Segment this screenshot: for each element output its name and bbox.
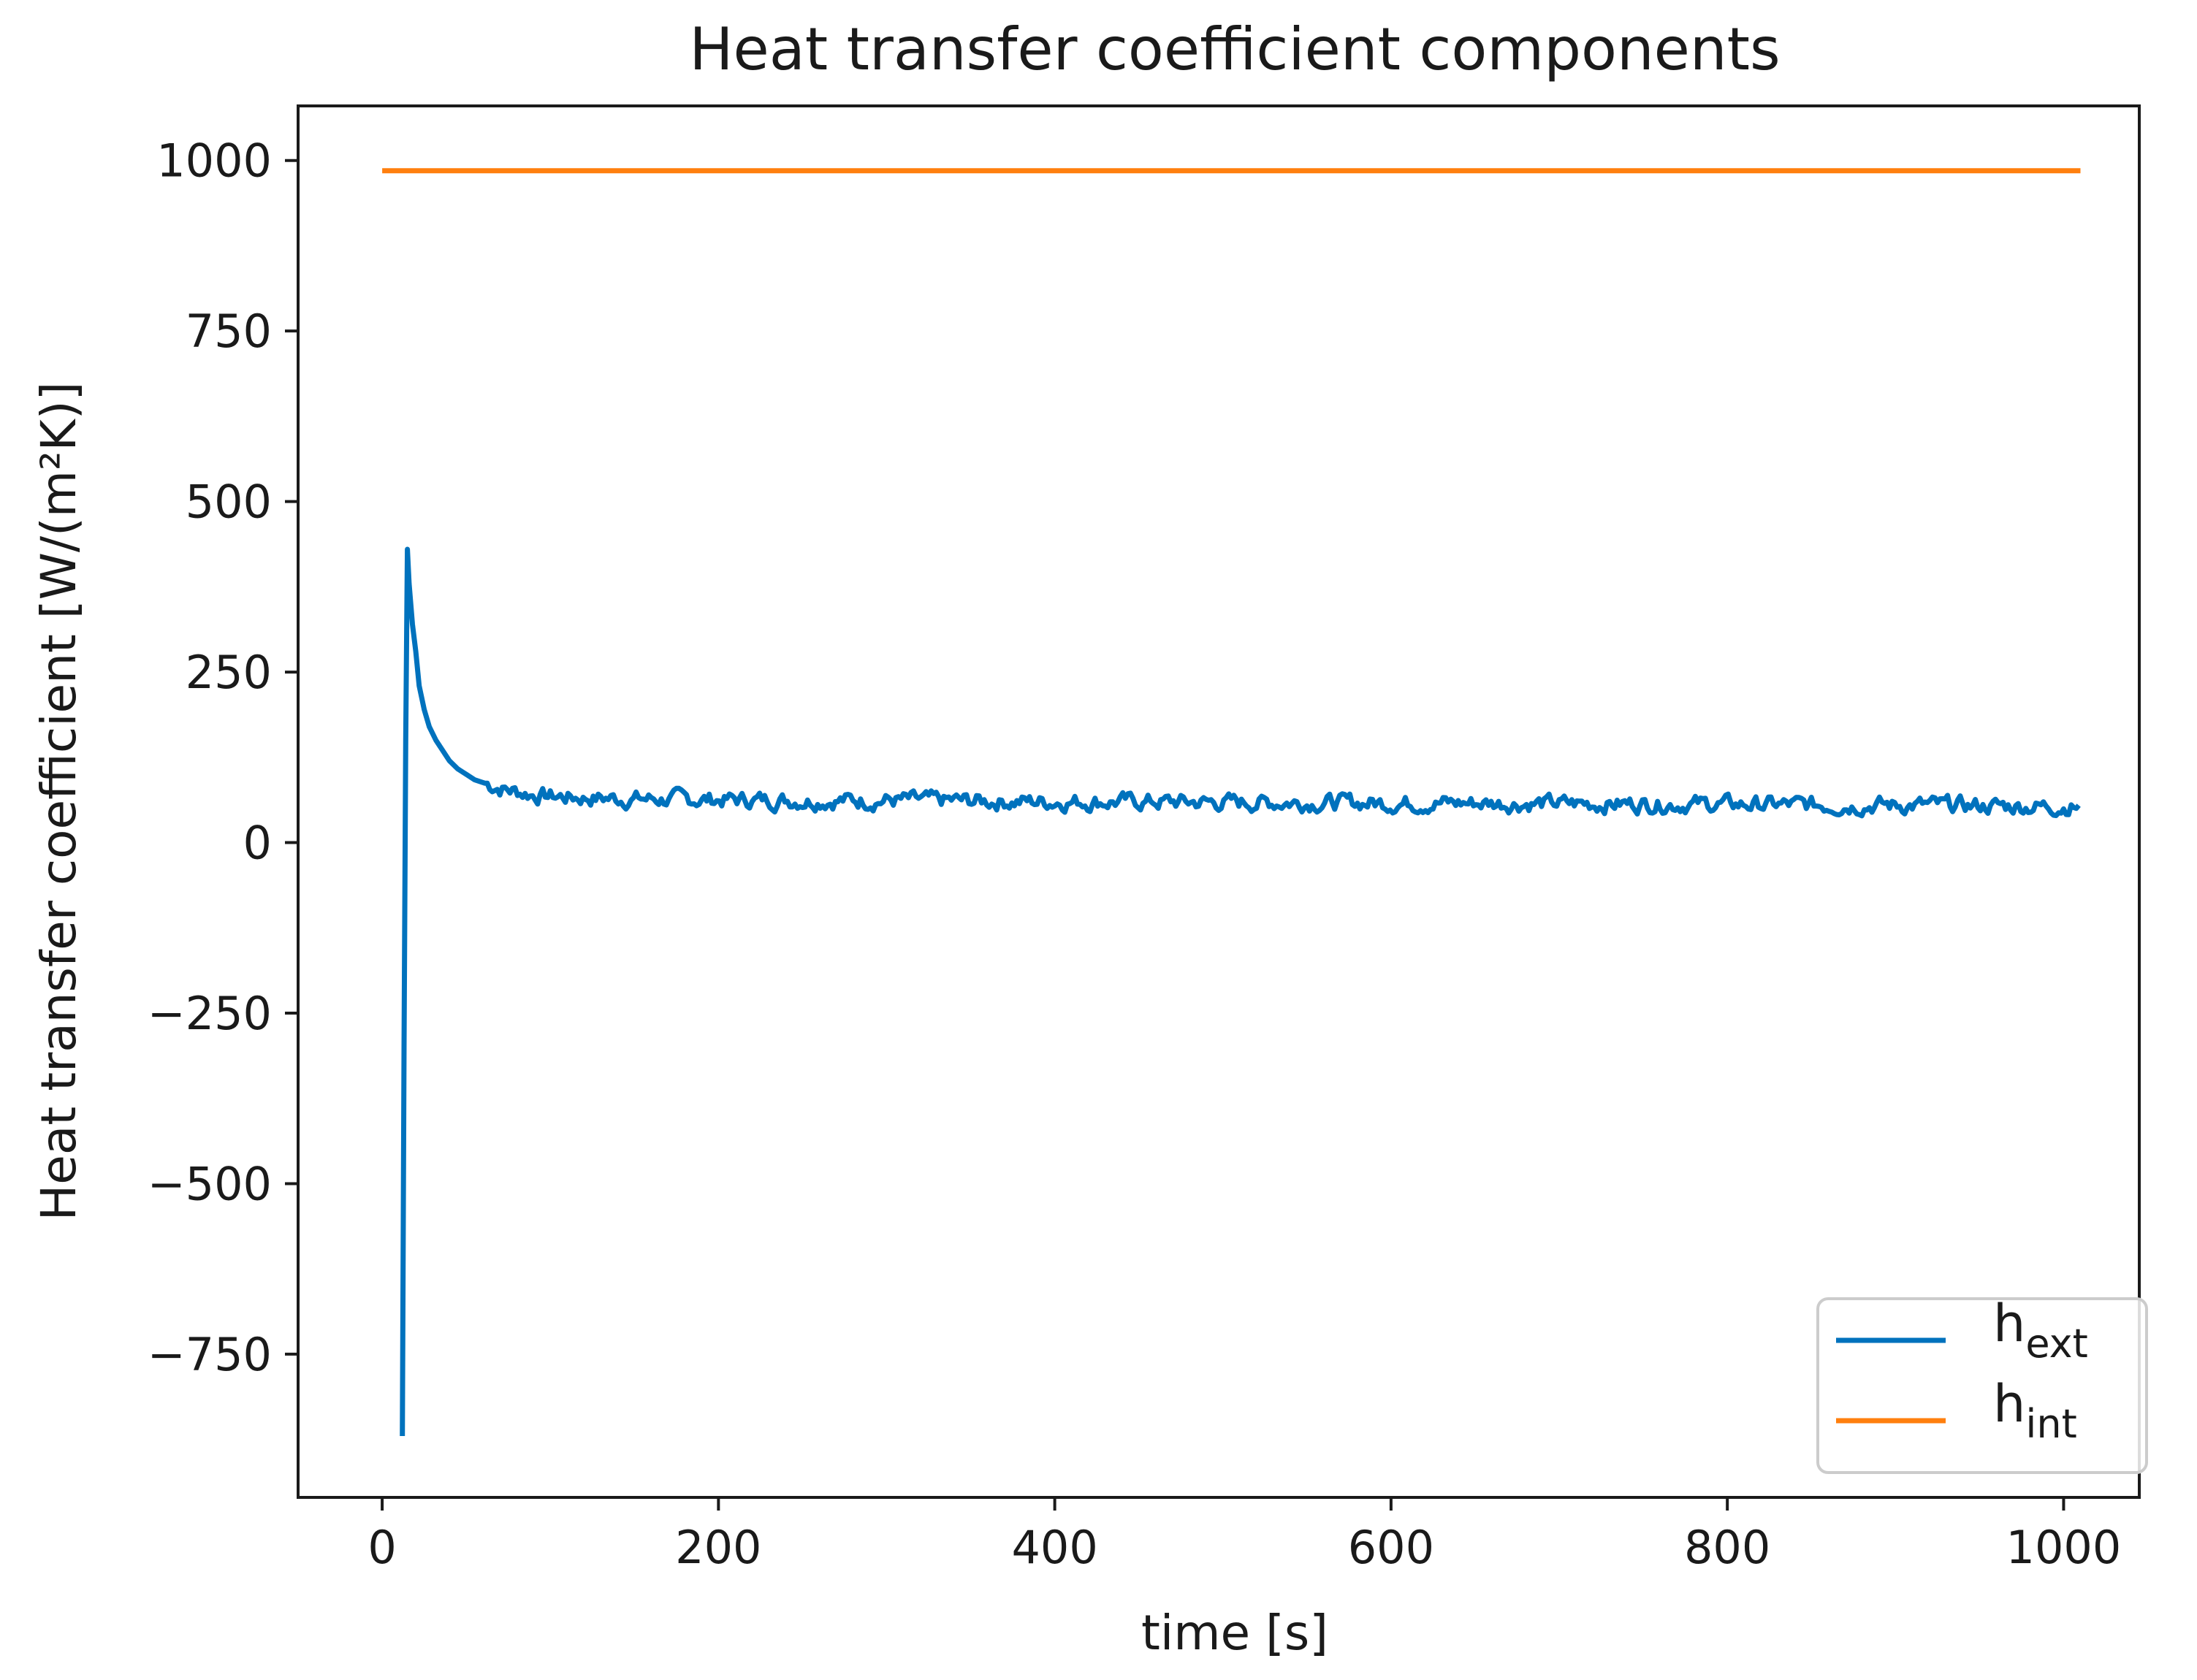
y-tick-label: 500 (186, 476, 272, 529)
x-tick-label: 800 (1684, 1521, 1770, 1574)
y-axis: −750 −500 −250 0 250 500 750 1000 (148, 134, 298, 1381)
legend-label-h-int: hint (1993, 1374, 2077, 1447)
x-tick-label: 0 (368, 1521, 396, 1574)
x-axis: 0 200 400 600 800 1000 (368, 1497, 2121, 1574)
series-layer (382, 168, 2081, 1437)
y-axis-title: Heat transfer coefficient [W/(m²K)] (31, 382, 87, 1221)
y-tick-label: 250 (186, 646, 272, 699)
x-tick-label: 1000 (2006, 1521, 2122, 1574)
y-tick-label: 0 (243, 817, 272, 870)
y-tick-label: −500 (148, 1157, 272, 1210)
series-line-h-ext (400, 546, 2081, 1437)
x-tick-label: 600 (1348, 1521, 1434, 1574)
legend-label-h-int-sub: int (2025, 1401, 2076, 1447)
chart-title: Heat transfer coefficient components (689, 15, 1780, 83)
legend-label-h-int-main: h (1993, 1374, 2025, 1434)
legend-label-h-ext: hext (1993, 1294, 2088, 1367)
x-tick-label: 400 (1011, 1521, 1097, 1574)
x-axis-title: time [s] (1141, 1605, 1328, 1661)
plot-frame (297, 104, 2141, 1499)
y-tick-label: −750 (148, 1328, 272, 1381)
legend: hext hint (1816, 1294, 2148, 1474)
y-tick-label: −250 (148, 987, 272, 1040)
legend-label-h-ext-sub: ext (2025, 1321, 2087, 1367)
x-tick-label: 200 (675, 1521, 761, 1574)
y-tick-label: 1000 (156, 134, 272, 188)
y-tick-label: 750 (186, 305, 272, 358)
legend-label-h-ext-main: h (1993, 1294, 2025, 1353)
legend-frame (1816, 1297, 2148, 1474)
plot-area (297, 104, 2141, 1499)
